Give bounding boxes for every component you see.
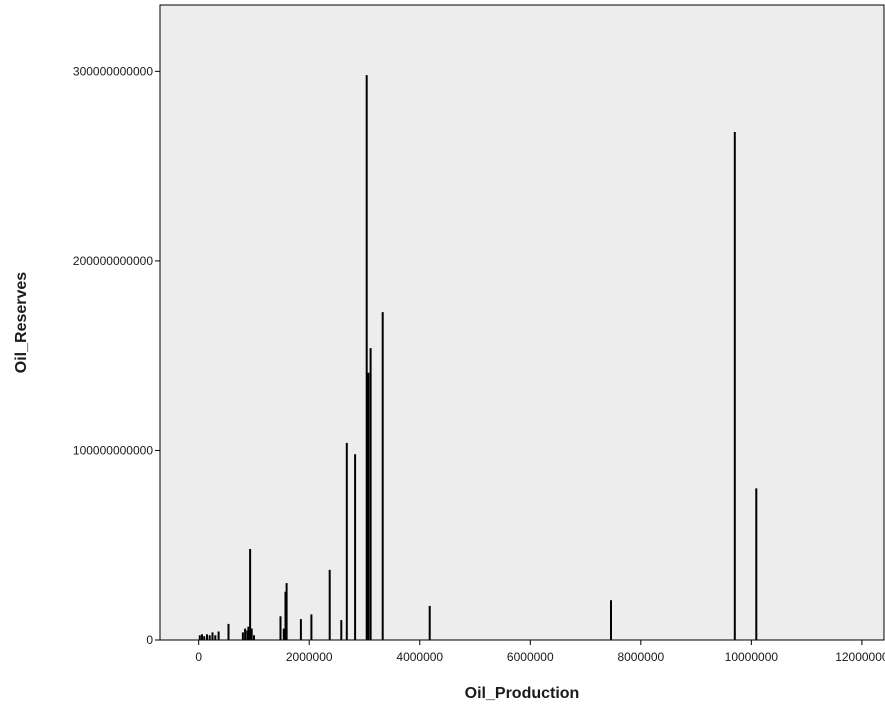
bars	[198, 75, 758, 640]
x-tick-label: 0	[195, 650, 202, 664]
x-tick-label: 2000000	[286, 650, 333, 664]
y-tick-label: 300000000000	[73, 64, 153, 78]
x-axis: 0 2000000 4000000 6000000 8000000 10000000 120…	[195, 640, 885, 664]
plot-area	[159, 4, 885, 641]
y-tick-label: 200000000000	[73, 254, 153, 268]
y-tick-label: 0	[146, 633, 153, 647]
x-tick-label: 12000000	[835, 650, 885, 664]
x-tick-label: 6000000	[507, 650, 554, 664]
x-tick-label: 4000000	[396, 650, 443, 664]
x-tick-label: 10000000	[725, 650, 779, 664]
x-axis-title: Oil_Production	[465, 685, 580, 702]
y-axis-title: Oil_Reserves	[13, 272, 30, 374]
y-tick-label: 100000000000	[73, 443, 153, 457]
y-axis: 0 100000000000 200000000000 300000000000	[73, 64, 160, 647]
x-tick-label: 8000000	[617, 650, 664, 664]
